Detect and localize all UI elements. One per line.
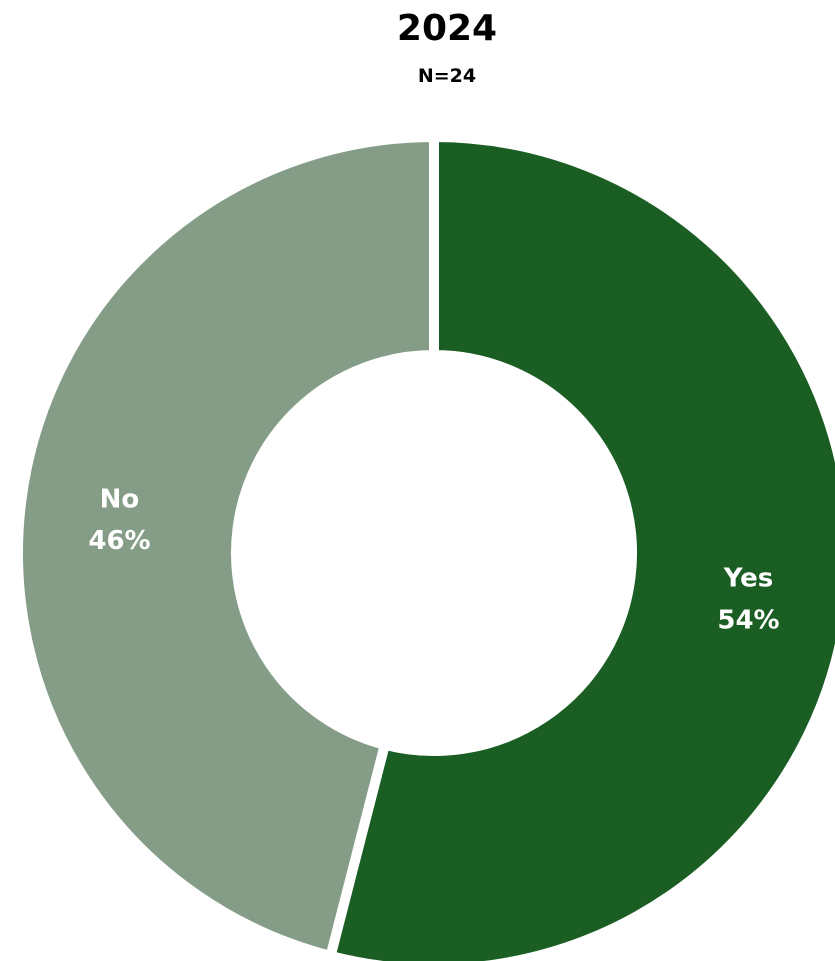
chart-title: 2024 — [397, 8, 497, 49]
slice-category-yes: Yes — [723, 564, 774, 594]
slice-no — [13, 131, 439, 961]
slices-layer — [13, 131, 835, 961]
slice-value-no: 46% — [88, 526, 150, 556]
labels-layer: Yes 54% No 46% — [88, 484, 779, 635]
slice-value-yes: 54% — [717, 605, 779, 635]
slice-category-no: No — [100, 484, 140, 514]
chart-subtitle: N=24 — [418, 65, 476, 87]
slice-label-yes: Yes 54% — [717, 564, 779, 636]
slice-label-no: No 46% — [88, 484, 150, 556]
slice-yes — [324, 131, 835, 961]
